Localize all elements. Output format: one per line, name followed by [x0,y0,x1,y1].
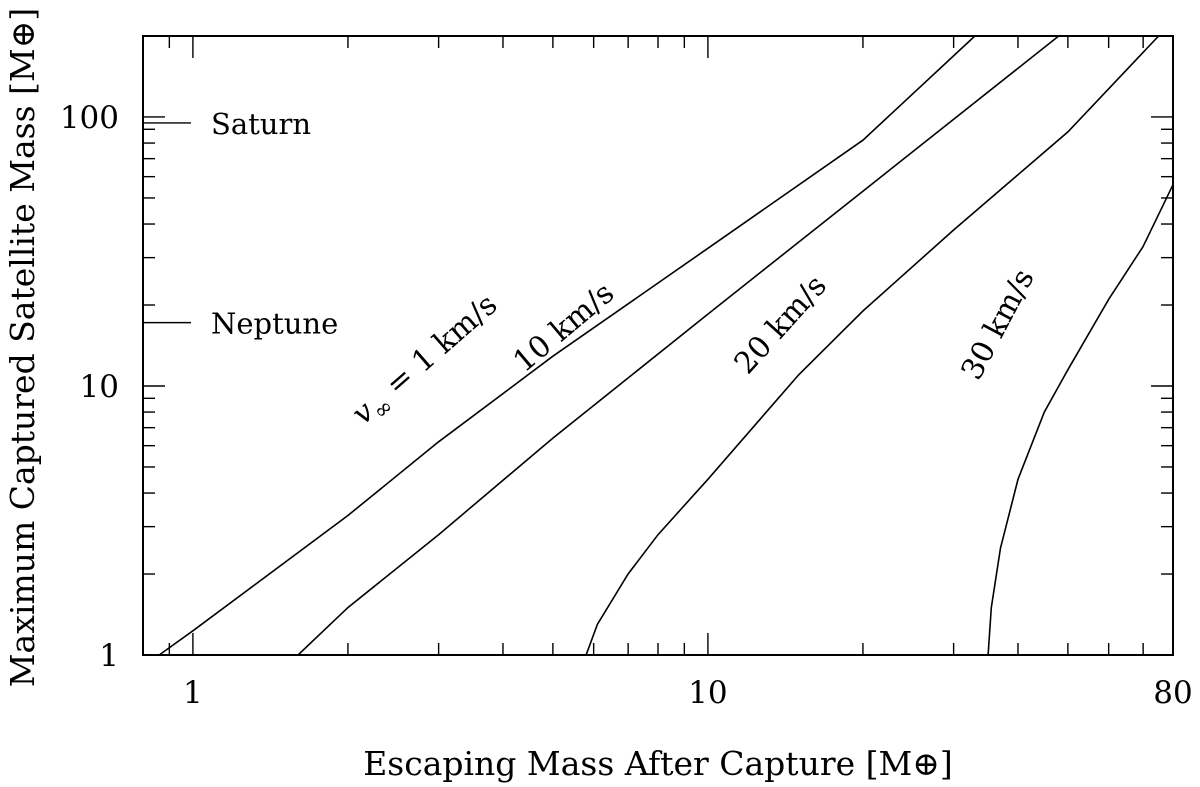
series-label-2: 10 km/s [507,276,621,380]
y-axis-label: Maximum Captured Satellite Mass [M⊕] [3,8,42,687]
series-label-4: 30 km/s [955,263,1042,385]
x-tick-label: 10 [688,675,727,711]
curves-layer [158,35,1174,656]
series-line-2 [297,35,1060,656]
curve-labels-layer: v∞ = 1 km/s 10 km/s 20 km/s 30 km/s [345,263,1042,436]
annotations-layer: Saturn Neptune [143,107,338,341]
y-tick-label: 100 [60,100,119,136]
tick-labels-layer: 1 10 80 1 10 100 [60,100,1193,711]
plot-frame [142,35,1174,656]
x-tick-label: 80 [1153,675,1192,711]
series-line-1 [158,35,976,656]
annotation-neptune-label: Neptune [211,307,338,341]
x-tick-label: 1 [183,675,203,711]
y-tick-label: 1 [99,638,119,674]
y-tick-label: 10 [80,369,119,405]
annotation-saturn-label: Saturn [211,107,311,141]
series-line-3 [585,35,1160,656]
series-label-1: v∞ = 1 km/s [345,287,508,436]
series-line-4 [987,184,1174,656]
x-axis-label: Escaping Mass After Capture [M⊕] [363,744,953,783]
